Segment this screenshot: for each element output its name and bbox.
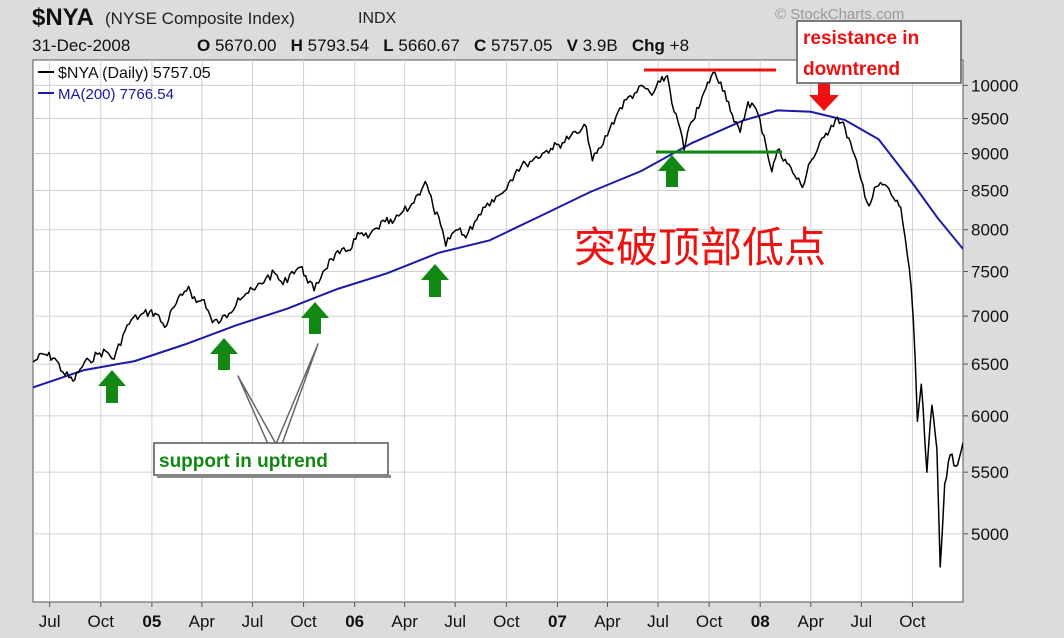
- close-label: C: [473, 36, 487, 55]
- ma200-line: [33, 109, 963, 389]
- chart-header: $NYA (NYSE Composite Index) INDX © Stock…: [0, 0, 1064, 58]
- support-callout-box: [153, 442, 389, 476]
- low-value: 5660.67: [398, 36, 460, 55]
- y-tick-label: 8000: [971, 221, 1009, 240]
- change-value: +8: [669, 36, 690, 55]
- x-tick-label: Oct: [899, 612, 926, 631]
- open-value: 5670.00: [214, 36, 277, 55]
- x-tick-label: Jul: [242, 612, 264, 631]
- volume-value: 3.9B: [582, 36, 618, 55]
- x-tick-label: Oct: [493, 612, 520, 631]
- x-tick-label: Jul: [444, 612, 466, 631]
- y-tick-label: 6000: [971, 407, 1009, 426]
- y-tick-label: 7000: [971, 307, 1009, 326]
- exchange-label: INDX: [358, 10, 397, 27]
- legend: $NYA (Daily) 5757.05 MA(200) 7766.54: [38, 65, 211, 103]
- legend-ma-label: MA(200) 7766.54: [58, 86, 174, 103]
- x-tick-label: 06: [345, 612, 364, 631]
- x-tick-label: 08: [751, 612, 770, 631]
- support-arrow: [658, 155, 686, 187]
- x-tick-label: Oct: [88, 612, 115, 631]
- y-axis: 5000 5500 6000 6500 7000 7500 8000 8500 9000 9500…: [963, 76, 1018, 544]
- grid: [33, 60, 963, 602]
- high-value: 5793.54: [307, 36, 370, 55]
- resistance-arrow: [809, 82, 839, 111]
- change-label: Chg: [631, 36, 665, 55]
- y-tick-label: 9500: [971, 110, 1009, 129]
- y-tick-label: 8500: [971, 182, 1009, 201]
- support-arrow: [301, 302, 329, 334]
- y-tick-label: 5500: [971, 463, 1009, 482]
- x-tick-label: Apr: [391, 612, 418, 631]
- watermark: © StockCharts.com: [775, 6, 905, 23]
- chinese-annotation: 突破顶部低点: [574, 223, 826, 272]
- index-name: (NYSE Composite Index): [105, 9, 295, 28]
- x-axis: Jul Oct 05 Apr Jul Oct 06 Apr Jul Oct 07 Apr Jul Oct 0…: [39, 602, 926, 631]
- price-line: [33, 71, 963, 568]
- y-tick-label: 5000: [971, 525, 1009, 544]
- y-tick-label: 6500: [971, 355, 1009, 374]
- ticker-symbol: $NYA: [32, 4, 94, 31]
- y-tick-label: 9000: [971, 145, 1009, 164]
- legend-price-label: $NYA (Daily) 5757.05: [58, 65, 211, 82]
- x-tick-label: Oct: [696, 612, 723, 631]
- x-tick-label: Apr: [594, 612, 621, 631]
- ohlc-values: O 5670.00 H 5793.54 L 5660.67 C 5757.05 …: [197, 36, 689, 56]
- quote-date: 31-Dec-2008: [32, 36, 131, 55]
- high-label: H: [290, 36, 303, 55]
- volume-label: V: [566, 36, 578, 55]
- close-value: 5757.05: [491, 36, 553, 55]
- x-tick-label: Apr: [189, 612, 216, 631]
- x-tick-label: Jul: [647, 612, 669, 631]
- support-arrow: [98, 370, 126, 403]
- x-tick-label: Oct: [290, 612, 317, 631]
- y-tick-label: 7500: [971, 263, 1009, 282]
- x-tick-label: 07: [548, 612, 567, 631]
- x-tick-label: Jul: [39, 612, 61, 631]
- x-tick-label: Jul: [850, 612, 872, 631]
- x-tick-label: 05: [142, 612, 161, 631]
- open-label: O: [197, 36, 211, 55]
- support-annotation: support in uptrend: [159, 451, 328, 472]
- x-tick-label: Apr: [798, 612, 825, 631]
- low-label: L: [383, 36, 394, 55]
- y-tick-label: 10000: [971, 76, 1018, 95]
- support-callout-shadow: [157, 475, 391, 478]
- plot-area: [32, 59, 964, 603]
- resistance-annotation-line2: downtrend: [803, 59, 900, 80]
- support-arrow: [210, 338, 238, 370]
- resistance-callout-box: [796, 20, 962, 84]
- support-arrow: [421, 264, 449, 297]
- resistance-annotation-line1: resistance in: [803, 28, 919, 49]
